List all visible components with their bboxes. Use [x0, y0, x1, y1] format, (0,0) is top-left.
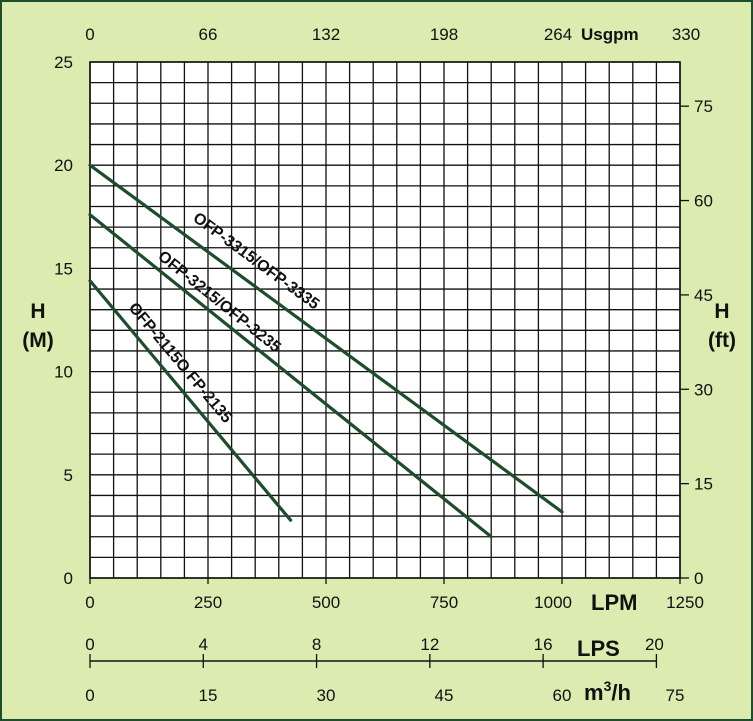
- x-tick-label: 0: [85, 593, 94, 612]
- series-line: [88, 163, 564, 514]
- x-axis-unit: LPM: [591, 590, 637, 615]
- top-tick-label: 132: [312, 25, 340, 44]
- y-axis-label: H: [30, 300, 45, 323]
- top-tick-label: 198: [430, 25, 458, 44]
- right-tick-label: 15: [694, 475, 713, 494]
- m3h-tick-label: 45: [435, 686, 454, 705]
- y-tick-label: 20: [54, 156, 73, 175]
- y-tick-label: 5: [64, 466, 73, 485]
- x-tick-label: 750: [430, 593, 458, 612]
- right-tick-label: 0: [694, 569, 703, 588]
- x-tick-label: 1250: [666, 593, 704, 612]
- lps-tick-label: 8: [312, 635, 321, 654]
- m3h-tick-label: 30: [317, 686, 336, 705]
- right-tick-label: 75: [694, 97, 713, 116]
- right-axis-label: (ft): [708, 329, 736, 352]
- right-tick-label: 45: [694, 286, 713, 305]
- lps-tick-label: 16: [534, 635, 553, 654]
- m3h-tick-label: 15: [199, 686, 218, 705]
- x-tick-label: 250: [194, 593, 222, 612]
- top-tick-label: 264: [544, 25, 572, 44]
- right-axis-label: H: [714, 300, 729, 323]
- top-tick-label: 330: [672, 25, 700, 44]
- y-tick-label: 10: [54, 363, 73, 382]
- lps-tick-label: 4: [199, 635, 208, 654]
- top-tick-label: 0: [85, 25, 94, 44]
- y-axis-label: (M): [22, 329, 53, 352]
- m3h-tick-label: 0: [85, 686, 94, 705]
- x-tick-label: 1000: [534, 593, 572, 612]
- m3h-axis-unit: m3/h: [584, 678, 631, 705]
- y-tick-label: 15: [54, 259, 73, 278]
- lps-tick-label: 0: [85, 635, 94, 654]
- m3h-tick-label: 75: [666, 686, 685, 705]
- top-tick-label: 66: [199, 25, 218, 44]
- lps-axis-unit: LPS: [577, 636, 620, 661]
- right-tick-label: 30: [694, 380, 713, 399]
- series-line: [88, 213, 493, 539]
- lps-tick-label: 20: [645, 635, 664, 654]
- lps-tick-label: 12: [420, 635, 439, 654]
- plot-area: [90, 62, 680, 578]
- x-tick-label: 500: [312, 593, 340, 612]
- m3h-tick-label: 60: [553, 686, 572, 705]
- series-line: [88, 279, 293, 522]
- y-tick-label: 25: [54, 53, 73, 72]
- y-tick-label: 0: [64, 569, 73, 588]
- right-tick-label: 60: [694, 192, 713, 211]
- plot-border: [89, 61, 681, 579]
- top-axis-unit: Usgpm: [581, 25, 639, 44]
